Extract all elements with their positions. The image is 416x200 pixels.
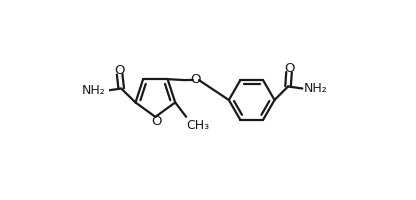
Text: O: O	[114, 64, 125, 77]
Text: O: O	[151, 115, 161, 128]
Text: NH₂: NH₂	[304, 82, 327, 95]
Text: CH₃: CH₃	[187, 119, 210, 132]
Text: NH₂: NH₂	[82, 84, 106, 97]
Text: O: O	[191, 73, 201, 86]
Text: O: O	[284, 62, 294, 75]
